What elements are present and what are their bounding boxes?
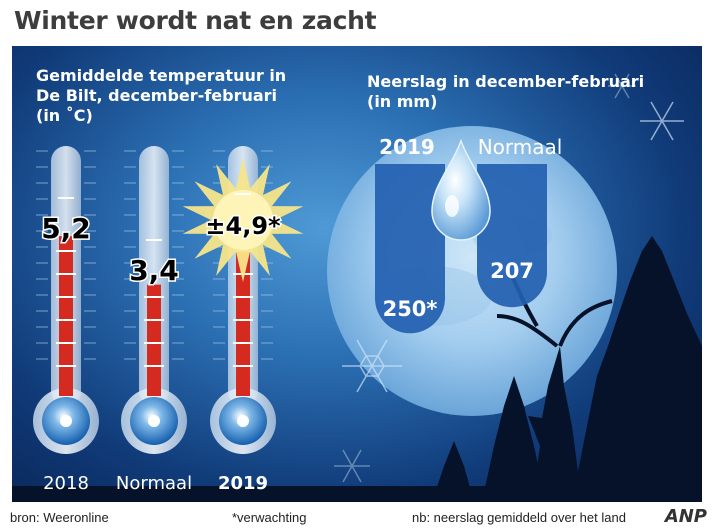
temperature-value-label: 3,4 (129, 254, 179, 287)
infographic-panel: 5,2 2018 3,4 Normaal ±4,9* 2019 250* 2019 207 No… (12, 46, 702, 502)
precipitation-value-label: 250* (383, 297, 438, 321)
thermometer-tube (139, 146, 169, 406)
precipitation-heading: Neerslag in december-februari (in mm) (367, 72, 644, 112)
temperature-heading: Gemiddelde temperatuur in De Bilt, decem… (36, 66, 286, 126)
precipitation-bar (477, 164, 547, 308)
temperature-category-label: Normaal (116, 473, 192, 494)
temperature-heading-line1: Gemiddelde temperatuur in (36, 66, 287, 85)
snowflake-icon (334, 73, 684, 483)
precipitation-value-label: 207 (490, 259, 534, 283)
precipitation-category-label: Normaal (478, 135, 563, 159)
source-note: bron: Weeronline (10, 510, 109, 525)
temperature-value-label: 5,2 (41, 212, 91, 245)
background-art: 5,2 2018 3,4 Normaal ±4,9* 2019 250* 2019 207 No… (12, 73, 702, 502)
temperature-heading-line3: (in ˚C) (36, 106, 93, 125)
temperature-bar (147, 284, 161, 396)
temperature-heading-line2: De Bilt, december-februari (36, 86, 278, 105)
temperature-bar (59, 236, 73, 396)
precipitation-bar (375, 164, 445, 334)
raindrop-icon (431, 138, 491, 241)
precipitation-heading-line2: (in mm) (367, 92, 438, 111)
anp-logo: ANP (664, 506, 707, 527)
forecast-note: *verwachting (232, 510, 307, 525)
precipitation-category-label: 2019 (379, 135, 435, 159)
temperature-category-label: 2019 (218, 473, 268, 494)
temperature-value-label: ±4,9* (205, 212, 281, 240)
precipitation-heading-line1: Neerslag in december-februari (367, 72, 645, 91)
page-title: Winter wordt nat en zacht (14, 6, 377, 35)
temperature-category-label: 2018 (43, 473, 89, 494)
nb-note: nb: neerslag gemiddeld over het land (412, 510, 626, 525)
trees-silhouette (12, 236, 702, 502)
